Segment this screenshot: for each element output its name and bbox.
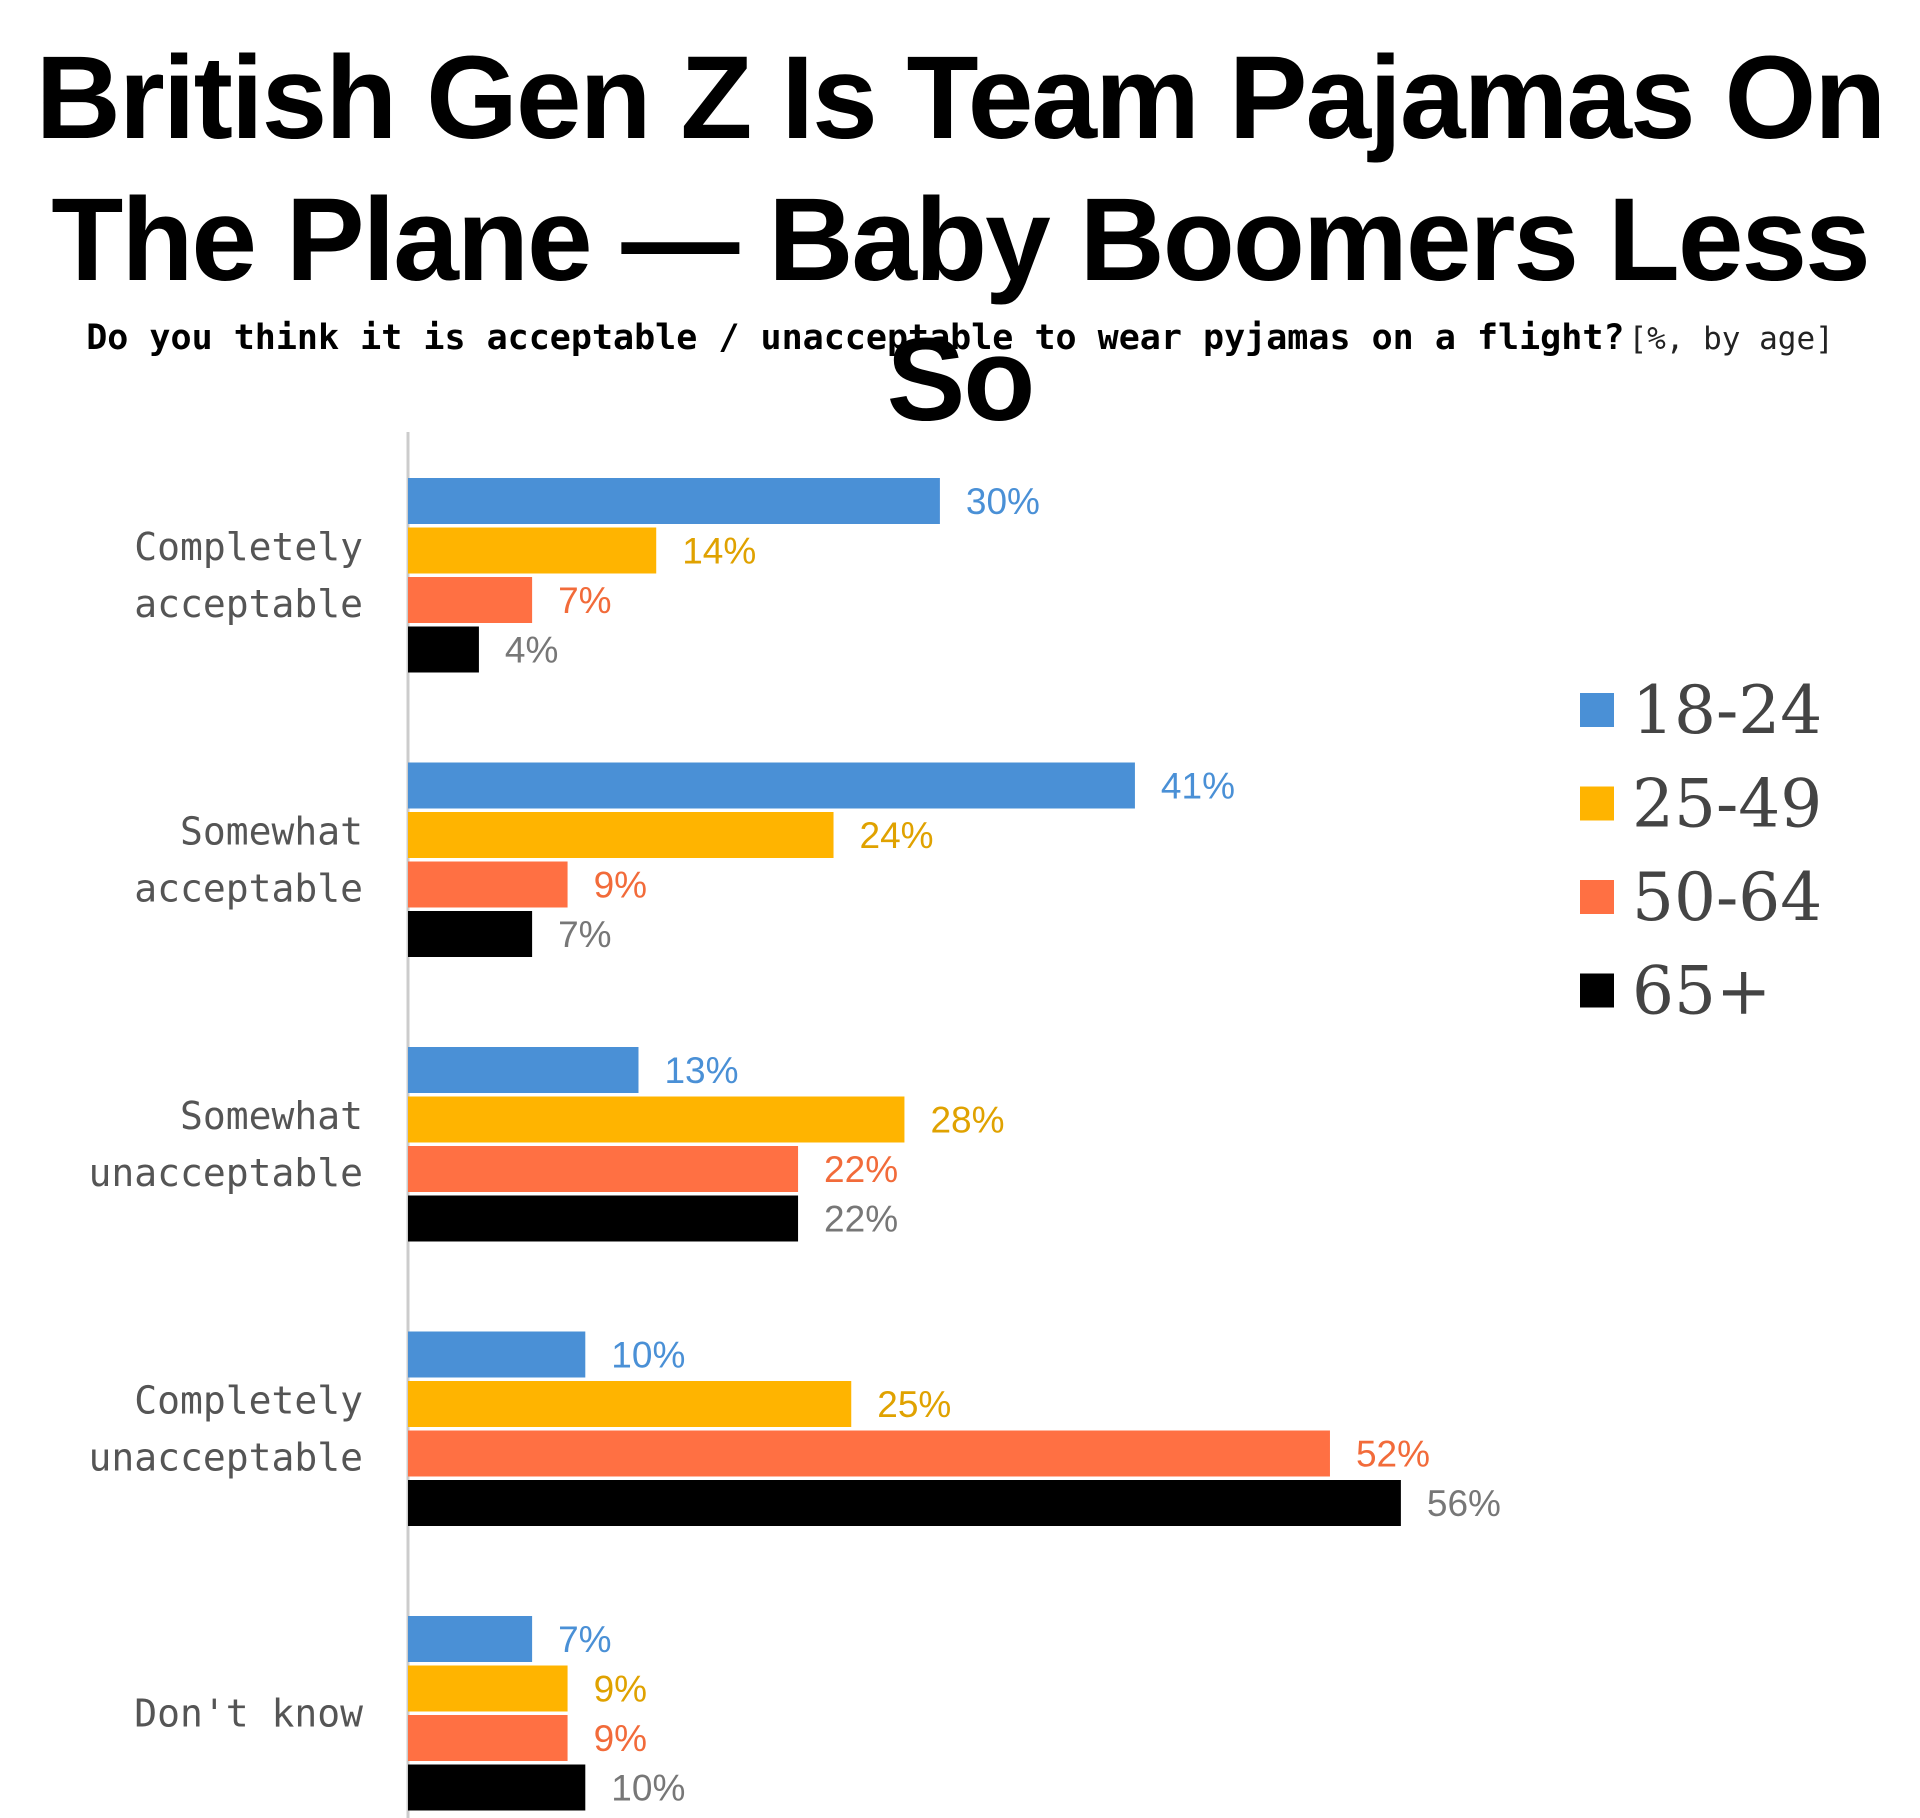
bar-50-64: [408, 577, 533, 623]
legend-label-25-49: 25-49: [1632, 766, 1822, 843]
bar-18-24: [408, 1616, 533, 1662]
data-label-18-24: 30%: [966, 481, 1040, 522]
data-label-50-64: 9%: [594, 1718, 647, 1759]
bar-65+: [408, 626, 479, 673]
data-label-25-49: 28%: [930, 1100, 1004, 1141]
bar-25-49: [408, 1665, 568, 1712]
chart-title-line-1: British Gen Z Is Team Pajamas On: [35, 32, 1887, 164]
subtitle-unit: [%, by age]: [1628, 321, 1834, 357]
category-label: unacceptable: [88, 1151, 363, 1195]
data-label-50-64: 7%: [558, 580, 611, 621]
data-label-25-49: 25%: [877, 1384, 951, 1425]
data-label-25-49: 9%: [594, 1669, 647, 1710]
data-label-65+: 10%: [611, 1768, 685, 1809]
data-label-50-64: 9%: [594, 865, 647, 906]
legend-swatch-65+: [1580, 973, 1614, 1008]
data-label-18-24: 10%: [611, 1335, 685, 1376]
bar-65+: [408, 911, 533, 957]
bar-50-64: [408, 1715, 568, 1761]
bar-25-49: [408, 1096, 905, 1143]
category-label: unacceptable: [88, 1435, 363, 1479]
legend-swatch-50-64: [1580, 880, 1614, 914]
legend-label-18-24: 18-24: [1632, 672, 1822, 749]
subtitle-question: Do you think it is acceptable / unaccept…: [86, 318, 1625, 358]
bar-50-64: [408, 1146, 799, 1192]
legend-label-50-64: 50-64: [1632, 859, 1822, 936]
chart-title-line-2: The Plane — Baby Boomers Less So: [51, 174, 1871, 446]
data-label-65+: 56%: [1427, 1483, 1501, 1524]
data-label-65+: 22%: [824, 1199, 898, 1240]
data-label-25-49: 14%: [682, 531, 756, 572]
bar-25-49: [408, 1381, 852, 1427]
bar-50-64: [408, 861, 568, 908]
bar-18-24: [408, 1331, 586, 1378]
data-label-65+: 7%: [558, 914, 611, 955]
bar-18-24: [408, 762, 1135, 809]
category-label: acceptable: [134, 582, 363, 626]
category-label: Somewhat: [180, 1094, 363, 1138]
data-label-50-64: 52%: [1356, 1434, 1430, 1475]
category-label: acceptable: [134, 866, 363, 910]
category-label: Somewhat: [180, 809, 363, 853]
bar-65+: [408, 1480, 1401, 1526]
data-label-18-24: 13%: [664, 1050, 738, 1091]
bar-65+: [408, 1195, 799, 1242]
data-label-18-24: 41%: [1161, 766, 1235, 807]
category-label: Completely: [134, 525, 363, 569]
data-label-50-64: 22%: [824, 1149, 898, 1190]
legend-swatch-25-49: [1580, 786, 1614, 821]
bar-18-24: [408, 478, 940, 524]
data-label-65+: 4%: [505, 630, 558, 671]
bar-50-64: [408, 1430, 1330, 1477]
data-label-18-24: 7%: [558, 1619, 611, 1660]
bar-65+: [408, 1764, 586, 1811]
legend-label-65+: 65+: [1632, 953, 1771, 1030]
bar-25-49: [408, 527, 657, 574]
category-label: Don't know: [134, 1691, 363, 1735]
data-label-25-49: 24%: [860, 815, 934, 856]
chart-subtitle: Do you think it is acceptable / unaccept…: [0, 318, 1920, 358]
bar-18-24: [408, 1047, 639, 1093]
bar-25-49: [408, 812, 834, 858]
category-label: Completely: [134, 1378, 363, 1422]
legend-swatch-18-24: [1580, 693, 1614, 727]
